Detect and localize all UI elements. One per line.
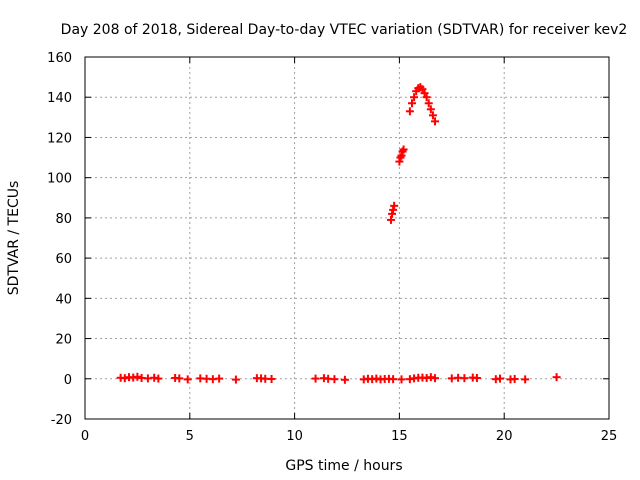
x-axis-label: GPS time / hours — [285, 458, 402, 474]
data-point — [405, 107, 414, 116]
x-tick-label: 20 — [496, 429, 513, 444]
data-point — [431, 117, 440, 126]
x-tick-label: 5 — [186, 429, 194, 444]
chart-title: Day 208 of 2018, Sidereal Day-to-day VTE… — [61, 22, 628, 38]
data-point — [426, 105, 435, 114]
data-point — [133, 372, 142, 381]
data-point — [431, 374, 440, 383]
data-point — [389, 205, 398, 214]
data-point — [399, 145, 408, 154]
y-tick-label: 160 — [47, 51, 72, 66]
data-point — [496, 374, 505, 383]
x-tick-label: 15 — [391, 429, 408, 444]
axis-ticks: 0 5 10 15 20 25 -20 0 20 40 60 80 100 120 140 160 — [47, 51, 617, 444]
data-point — [395, 157, 404, 166]
data-point — [410, 93, 419, 102]
data-point — [389, 375, 398, 384]
data-point — [521, 375, 530, 384]
data-point — [183, 375, 192, 384]
data-points — [116, 83, 561, 384]
data-point — [424, 99, 433, 108]
data-point — [387, 215, 396, 224]
data-point — [388, 209, 397, 218]
y-tick-label: 60 — [55, 252, 72, 267]
data-point — [472, 373, 481, 382]
data-point — [552, 373, 561, 382]
data-point — [340, 375, 349, 384]
data-point — [418, 85, 427, 94]
data-point — [330, 375, 339, 384]
y-tick-label: 120 — [47, 131, 72, 146]
y-tick-label: 40 — [55, 292, 72, 307]
y-tick-label: -20 — [51, 413, 72, 428]
y-axis-label: SDTVAR / TECUs — [6, 181, 22, 296]
data-point — [428, 111, 437, 120]
data-point — [267, 374, 276, 383]
y-tick-label: 140 — [47, 91, 72, 106]
data-point — [175, 374, 184, 383]
data-point — [397, 151, 406, 160]
data-point — [422, 93, 431, 102]
y-tick-label: 100 — [47, 172, 72, 187]
y-tick-label: 80 — [55, 212, 72, 227]
data-point — [231, 375, 240, 384]
x-tick-label: 10 — [286, 429, 303, 444]
data-point — [460, 374, 469, 383]
x-tick-label: 25 — [601, 429, 618, 444]
grid — [85, 57, 609, 419]
data-point — [426, 373, 435, 382]
y-tick-label: 0 — [64, 373, 72, 388]
x-tick-label: 0 — [81, 429, 89, 444]
data-point — [397, 375, 406, 384]
data-point — [215, 374, 224, 383]
plot-frame — [84, 56, 610, 420]
data-point — [311, 374, 320, 383]
data-point — [390, 201, 399, 210]
data-point — [407, 99, 416, 108]
data-point — [120, 374, 129, 383]
data-point — [154, 374, 163, 383]
data-point — [510, 374, 519, 383]
y-tick-label: 20 — [55, 333, 72, 348]
data-point — [420, 89, 429, 98]
